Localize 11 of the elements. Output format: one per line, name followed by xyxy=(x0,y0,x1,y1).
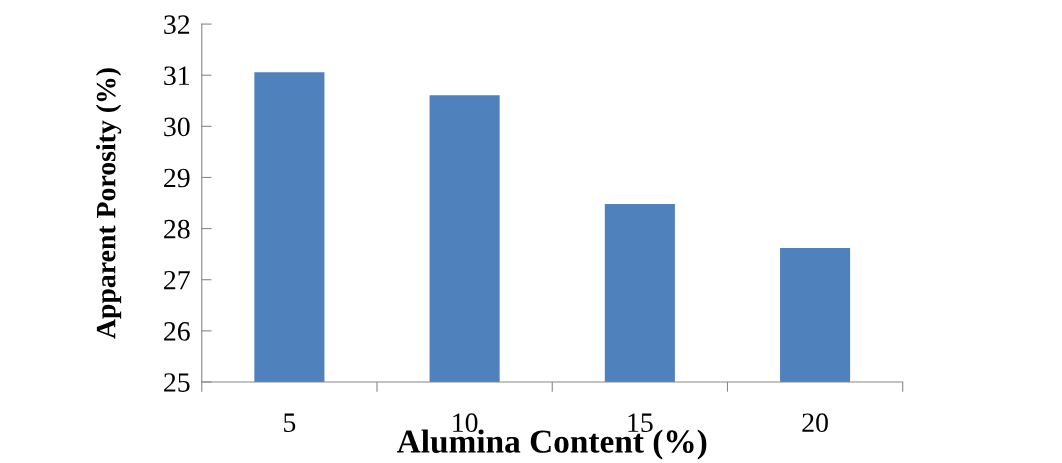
y-tick-label: 29 xyxy=(164,168,190,188)
y-tick-label: 25 xyxy=(164,373,190,392)
y-tick-label: 26 xyxy=(164,322,190,341)
y-tick-label: 32 xyxy=(164,15,190,34)
y-axis-title: Apparent Porosity (%) xyxy=(95,68,122,339)
y-tick-label: 30 xyxy=(164,117,190,137)
x-tick-label: 20 xyxy=(802,413,828,433)
y-tick-label: 31 xyxy=(164,66,189,86)
x-tick-label: 5 xyxy=(284,413,296,433)
y-tick-label: 27 xyxy=(164,270,190,290)
y-tick-label: 28 xyxy=(164,219,190,239)
